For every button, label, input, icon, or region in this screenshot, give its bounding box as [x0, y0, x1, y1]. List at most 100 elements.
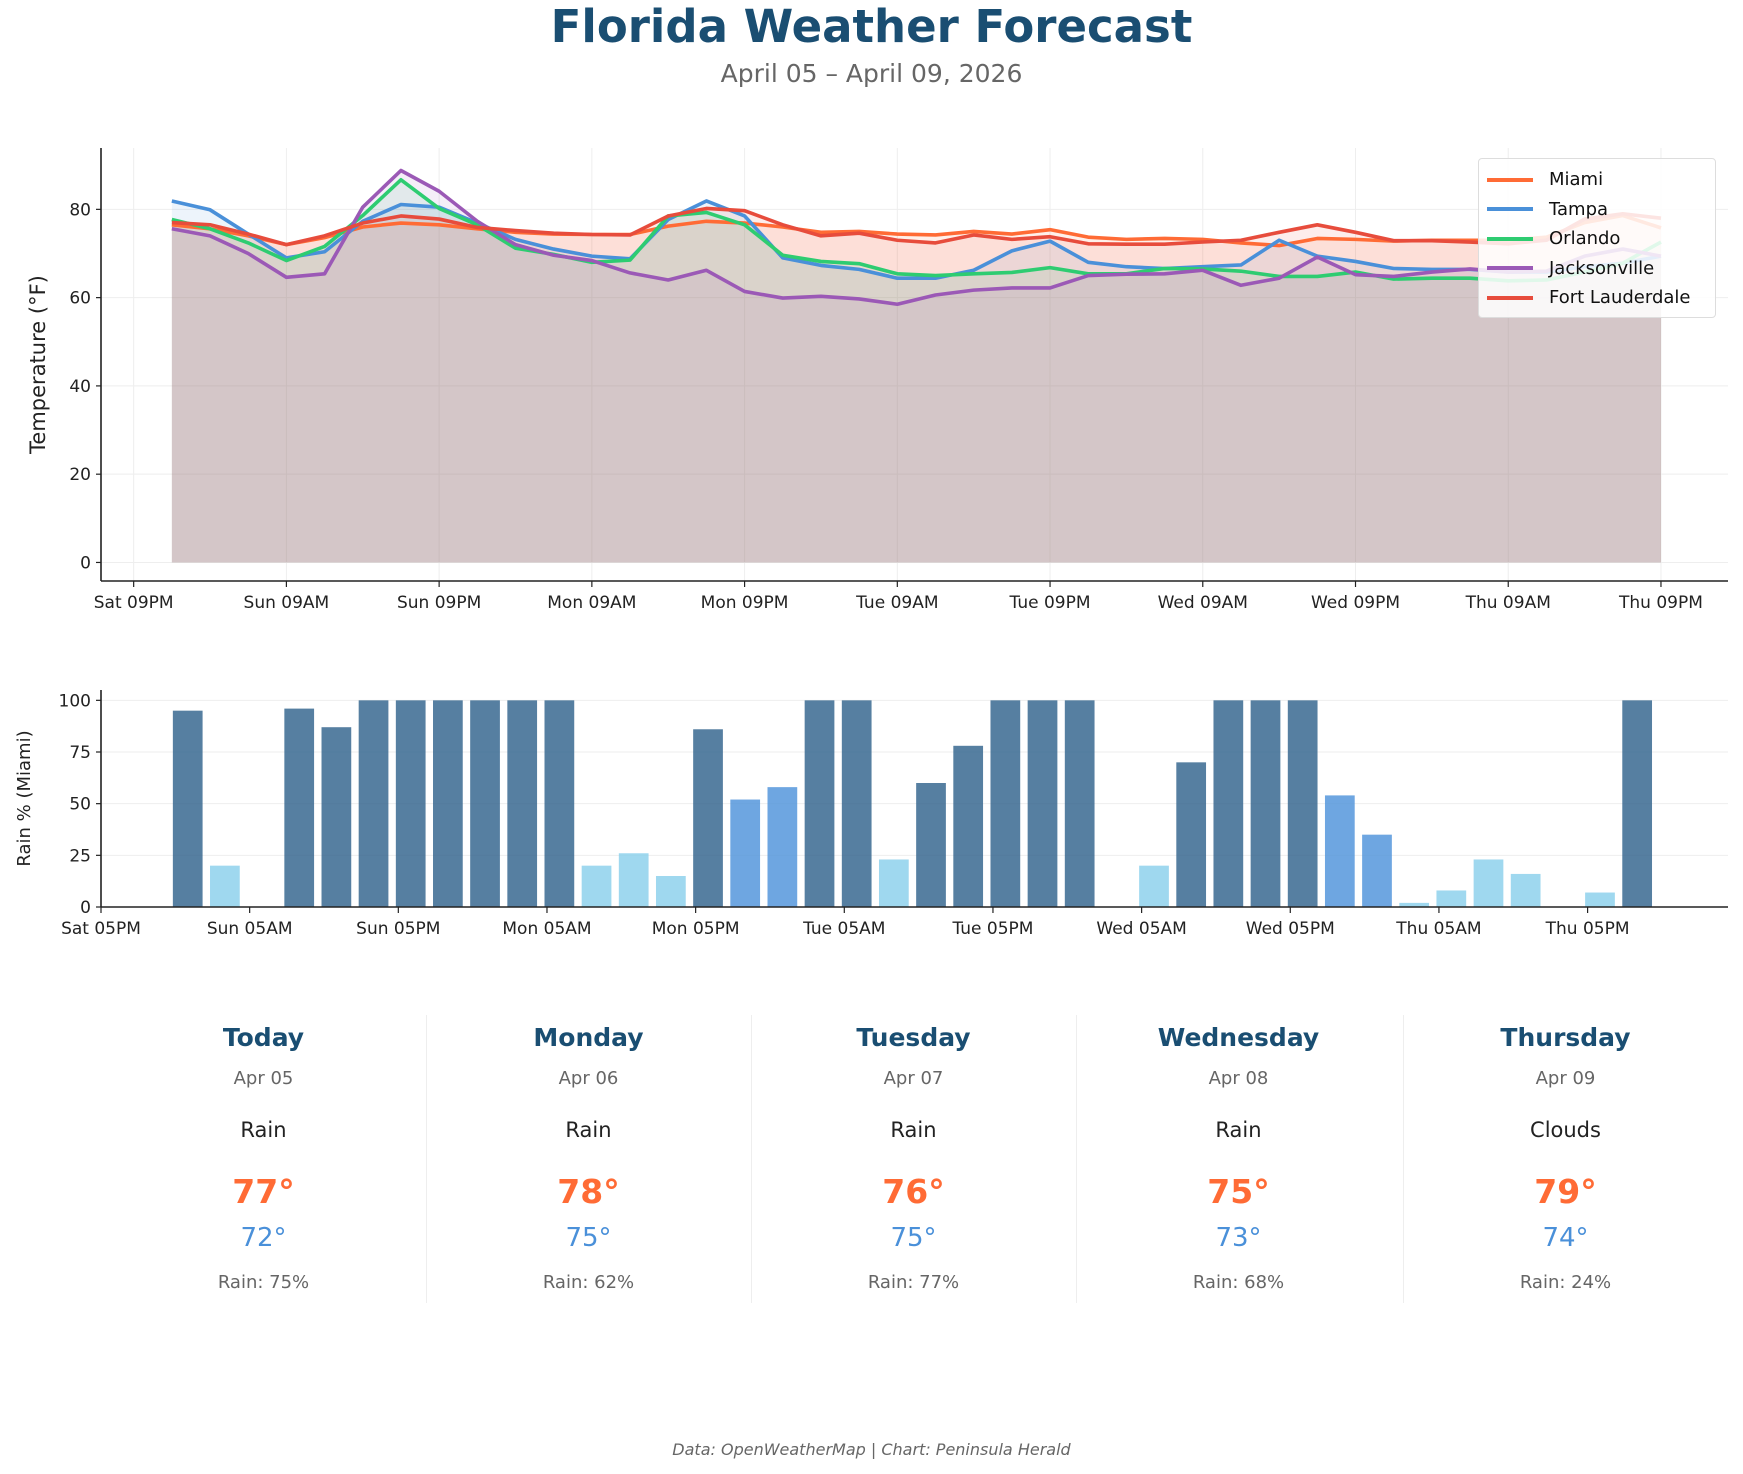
- day-low: 75°: [890, 1223, 937, 1253]
- day-high: 75°: [1207, 1172, 1270, 1211]
- x-tick-label: Mon 05AM: [502, 919, 591, 939]
- x-tick-label: Thu 09PM: [1618, 593, 1703, 613]
- day-low: 73°: [1215, 1223, 1262, 1253]
- y-tick-label: 60: [69, 289, 91, 309]
- day-condition: Clouds: [1530, 1118, 1601, 1142]
- y-tick-label: 100: [59, 691, 91, 711]
- day-high: 77°: [232, 1172, 295, 1211]
- rain-bar: [433, 700, 463, 907]
- legend-swatch: [1487, 177, 1533, 182]
- rain-bar: [470, 700, 500, 907]
- legend-swatch: [1487, 236, 1533, 241]
- day-rain: Rain: 75%: [217, 1272, 310, 1293]
- card-divider: [751, 1015, 752, 1303]
- x-tick-label: Mon 05PM: [652, 919, 740, 939]
- rain-bar: [655, 876, 686, 907]
- rain-bar: [210, 865, 240, 907]
- card-divider: [1076, 1015, 1077, 1303]
- x-tick-label: Tue 09PM: [1009, 593, 1091, 613]
- day-date: Apr 08: [1208, 1068, 1269, 1089]
- rain-bar: [990, 700, 1021, 907]
- day-name: Monday: [533, 1023, 644, 1052]
- legend-label: Orlando: [1549, 228, 1621, 250]
- legend-label: Fort Lauderdale: [1549, 287, 1691, 309]
- area-fill-tampa: [171, 200, 1661, 563]
- rain-bar: [1027, 700, 1058, 907]
- area-fill-miami: [171, 215, 1661, 563]
- day-name: Thursday: [1500, 1023, 1631, 1052]
- day-card-today: Today Apr 05 Rain 77° 72° Rain: 75%: [101, 1015, 426, 1303]
- day-card-wednesday: Wednesday Apr 08 Rain 75° 73° Rain: 68%: [1076, 1015, 1401, 1303]
- y-tick-label: 75: [69, 743, 91, 763]
- day-date: Apr 06: [558, 1068, 619, 1089]
- legend-label: Miami: [1549, 169, 1604, 191]
- rain-bar: [804, 700, 835, 907]
- rain-bar: [841, 700, 872, 907]
- rain-chart: 0 25 50 75 100 Sat 05PM Sun 05AM Sun 05PM Mon 05…: [14, 690, 1728, 939]
- rain-bar: [1585, 892, 1615, 907]
- day-high: 79°: [1534, 1172, 1597, 1211]
- rain-bar: [953, 745, 984, 907]
- rain-bar: [767, 787, 798, 907]
- page-title: Florida Weather Forecast: [550, 0, 1193, 53]
- day-name: Today: [222, 1023, 305, 1052]
- day-high: 78°: [557, 1172, 620, 1211]
- day-card-thursday: Thursday Apr 09 Clouds 79° 74° Rain: 24%: [1403, 1015, 1728, 1303]
- legend-item-jacksonville: Jacksonville: [1487, 254, 1707, 284]
- temperature-legend: Miami Tampa Orlando Jacksonville Fort La…: [1478, 158, 1716, 318]
- day-rain: Rain: 68%: [1192, 1272, 1285, 1293]
- day-low: 72°: [240, 1223, 287, 1253]
- rain-bar: [618, 853, 649, 907]
- series-line-jacksonville: [171, 168, 1662, 307]
- card-divider: [426, 1015, 427, 1303]
- rain-bar: [1287, 700, 1318, 907]
- series-line-fort-lauderdale: [171, 206, 1662, 247]
- y-tick-label: 25: [69, 846, 91, 866]
- legend-label: Jacksonville: [1549, 257, 1655, 279]
- x-tick-label: Wed 05AM: [1096, 919, 1186, 939]
- x-tick-label: Thu 05AM: [1395, 919, 1481, 939]
- x-tick-label: Sun 09AM: [244, 593, 330, 613]
- series-line-tampa: [171, 199, 1662, 281]
- x-tick-label: Sat 09PM: [94, 593, 174, 613]
- x-tick-label: Tue 05AM: [802, 919, 885, 939]
- legend-item-tampa: Tampa: [1487, 195, 1707, 225]
- x-tick-label: Sun 09PM: [397, 593, 481, 613]
- rain-bar: [730, 799, 761, 907]
- day-date: Apr 09: [1535, 1068, 1596, 1089]
- day-name: Wednesday: [1157, 1023, 1320, 1052]
- rain-bar: [1510, 873, 1541, 907]
- day-card-tuesday: Tuesday Apr 07 Rain 76° 75° Rain: 77%: [751, 1015, 1076, 1303]
- x-tick-label: Wed 09AM: [1158, 593, 1248, 613]
- day-rain: Rain: 77%: [867, 1272, 960, 1293]
- rain-bar: [1176, 762, 1207, 907]
- y-tick-label: 20: [69, 465, 91, 485]
- source-credit: Data: OpenWeatherMap | Chart: Peninsula …: [672, 1440, 1071, 1459]
- x-tick-label: Mon 09AM: [547, 593, 636, 613]
- day-high: 76°: [882, 1172, 945, 1211]
- rain-bar: [1473, 859, 1504, 907]
- day-low: 74°: [1542, 1223, 1589, 1253]
- x-tick-label: Sun 05AM: [207, 919, 293, 939]
- legend-item-orlando: Orlando: [1487, 224, 1707, 254]
- x-tick-label: Thu 05PM: [1545, 919, 1630, 939]
- rain-bar: [321, 727, 352, 907]
- x-tick-label: Wed 09PM: [1311, 593, 1400, 613]
- rain-bar: [1213, 700, 1244, 907]
- x-tick-label: Thu 09AM: [1465, 593, 1551, 613]
- legend-swatch: [1487, 266, 1533, 271]
- rain-bar: [1324, 795, 1355, 907]
- y-tick-label: 0: [80, 898, 91, 918]
- rain-bar: [395, 700, 426, 907]
- rain-bar: [1436, 890, 1467, 907]
- day-condition: Rain: [240, 1118, 287, 1142]
- day-name: Tuesday: [856, 1023, 971, 1052]
- rain-bar: [1064, 700, 1095, 907]
- rain-bar: [507, 700, 538, 907]
- y-tick-label: 0: [80, 553, 91, 573]
- legend-item-miami: Miami: [1487, 165, 1707, 195]
- temperature-chart: 0 20 40 60 80 Sat 09PM Sun 09AM Sun 09PM Mon 09A…: [26, 148, 1728, 613]
- rain-bar: [284, 708, 315, 907]
- x-tick-label: Sat 05PM: [61, 919, 141, 939]
